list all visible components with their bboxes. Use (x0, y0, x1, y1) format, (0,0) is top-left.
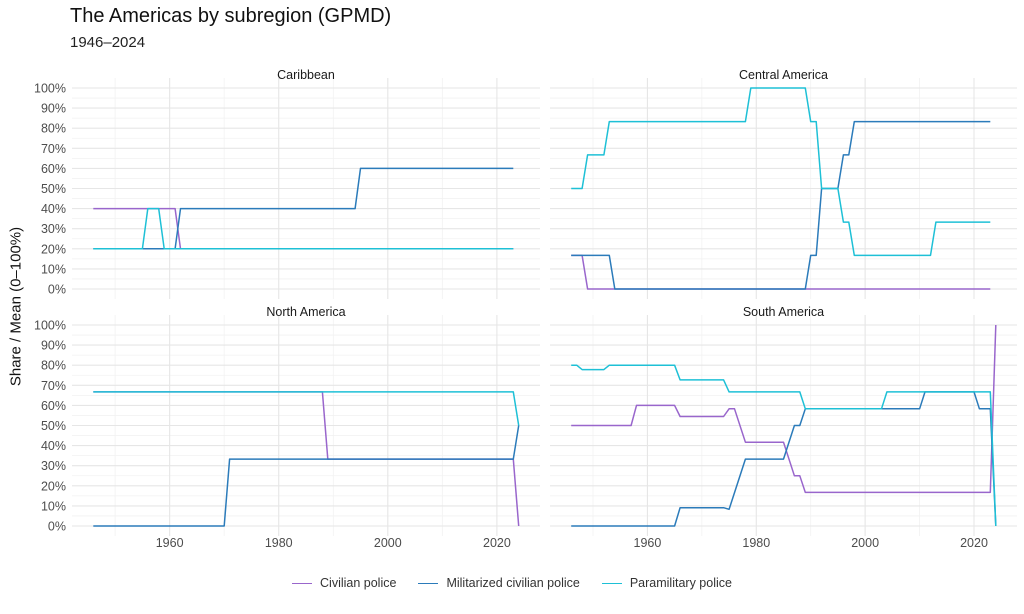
facet-title: South America (743, 305, 824, 319)
y-tick-label: 80% (41, 122, 66, 136)
y-tick-label: 60% (41, 399, 66, 413)
facet-panel: 0% 10% 20% 30% 40% 50% 60% 70% 80% 90% 100% 1960 198… (34, 305, 540, 550)
y-tick-label: 30% (41, 222, 66, 236)
x-tick-label: 1980 (742, 536, 770, 550)
y-tick-label: 70% (41, 379, 66, 393)
legend-label: Militarized civilian police (446, 576, 580, 590)
series-line-militarized-civilian-police (93, 425, 520, 527)
chart-title: The Americas by subregion (GPMD) (70, 5, 392, 27)
y-tick-label: 20% (41, 479, 66, 493)
y-tick-label: 60% (41, 162, 66, 176)
y-tick-label: 40% (41, 202, 66, 216)
series-line-militarized-civilian-police (571, 391, 997, 527)
y-tick-label: 100% (34, 319, 66, 333)
x-tick-label: 2000 (851, 536, 879, 550)
y-tick-label: 10% (41, 499, 66, 513)
y-tick-label: 100% (34, 82, 66, 96)
series-line-paramilitary-police (93, 207, 514, 250)
x-tick-label: 2020 (960, 536, 988, 550)
y-tick-label: 80% (41, 359, 66, 373)
x-tick-label: 1980 (265, 536, 293, 550)
legend-label: Paramilitary police (629, 576, 732, 590)
facet-panel: 1960 1980 2000 2020 South America (550, 305, 1017, 550)
legend-item-militarized: Militarized civilian police (418, 576, 580, 590)
series-line-civilian-police (571, 254, 991, 290)
series-line-civilian-police (571, 324, 997, 494)
y-tick-label: 20% (41, 242, 66, 256)
y-tick-label: 10% (41, 262, 66, 276)
x-tick-label: 2020 (483, 536, 511, 550)
series-line-militarized-civilian-police (93, 167, 514, 250)
y-tick-label: 30% (41, 459, 66, 473)
legend-item-civilian: Civilian police (292, 576, 396, 590)
x-tick-label: 1960 (634, 536, 662, 550)
x-tick-label: 1960 (156, 536, 184, 550)
legend-label: Civilian police (320, 576, 397, 590)
y-tick-label: 40% (41, 439, 66, 453)
y-tick-label: 70% (41, 142, 66, 156)
series-line-militarized-civilian-police (571, 120, 991, 290)
y-tick-label: 90% (41, 102, 66, 116)
facet-panel: Central America (550, 68, 1017, 300)
legend-swatch (601, 582, 622, 584)
series-line-paramilitary-police (571, 364, 997, 527)
series-line-paramilitary-police (571, 87, 991, 257)
facet-title: North America (266, 305, 345, 319)
legend-swatch (418, 582, 439, 584)
facet-title: Caribbean (277, 68, 335, 82)
legend-item-paramilitary: Paramilitary police (601, 576, 732, 590)
chart-subtitle: 1946–2024 (70, 34, 146, 51)
y-tick-label: 50% (41, 182, 66, 196)
y-tick-label: 0% (48, 283, 66, 297)
legend-swatch (292, 582, 313, 584)
y-tick-label: 50% (41, 419, 66, 433)
facet-title: Central America (739, 68, 828, 82)
series-line-paramilitary-police (93, 391, 520, 426)
legend: Civilian police Militarized civilian pol… (0, 576, 1024, 590)
y-tick-label: 90% (41, 339, 66, 353)
y-tick-label: 0% (48, 520, 66, 534)
facet-panel: 0% 10% 20% 30% 40% 50% 60% 70% 80% 90% 100% Caribbe… (34, 68, 540, 300)
x-tick-label: 2000 (374, 536, 402, 550)
